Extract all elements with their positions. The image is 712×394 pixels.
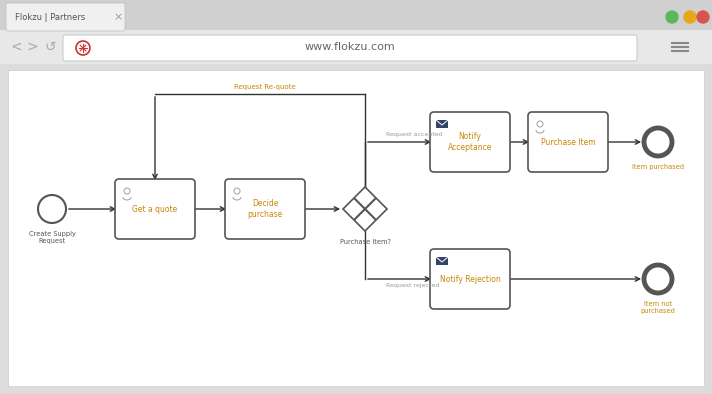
Circle shape (38, 195, 66, 223)
FancyBboxPatch shape (225, 179, 305, 239)
Text: www.flokzu.com: www.flokzu.com (305, 42, 395, 52)
Text: Purchase Item: Purchase Item (540, 138, 595, 147)
Circle shape (684, 11, 696, 23)
Circle shape (644, 128, 672, 156)
Bar (0, 0, 712, 30)
FancyBboxPatch shape (115, 179, 195, 239)
Text: Decide
purchase: Decide purchase (247, 199, 283, 219)
FancyBboxPatch shape (6, 3, 125, 31)
Text: Request rejected: Request rejected (386, 283, 439, 288)
Text: Purchase Item?: Purchase Item? (340, 239, 390, 245)
Text: Item not
purchased: Item not purchased (641, 301, 676, 314)
Circle shape (666, 11, 678, 23)
Circle shape (697, 11, 709, 23)
Text: >: > (26, 40, 38, 54)
Text: Notify
Acceptance: Notify Acceptance (448, 132, 492, 152)
Text: Request accepted: Request accepted (386, 132, 442, 137)
Text: Get a quote: Get a quote (132, 204, 177, 214)
Text: ↺: ↺ (44, 40, 56, 54)
Text: <: < (10, 40, 22, 54)
Polygon shape (343, 187, 387, 231)
Bar (436, 120, 448, 128)
FancyBboxPatch shape (430, 249, 510, 309)
FancyBboxPatch shape (430, 112, 510, 172)
Text: Create Supply
Request: Create Supply Request (28, 231, 75, 244)
Text: Notify Rejection: Notify Rejection (439, 275, 501, 284)
Text: Item purchased: Item purchased (632, 164, 684, 170)
Text: Request Re-quote: Request Re-quote (234, 84, 295, 90)
Bar (0, 30, 712, 64)
Text: ×: × (113, 12, 122, 22)
Text: Flokzu | Partners: Flokzu | Partners (15, 13, 85, 22)
FancyBboxPatch shape (528, 112, 608, 172)
Circle shape (644, 265, 672, 293)
FancyBboxPatch shape (63, 35, 637, 61)
Bar (436, 257, 448, 265)
Bar (8, 70, 704, 386)
